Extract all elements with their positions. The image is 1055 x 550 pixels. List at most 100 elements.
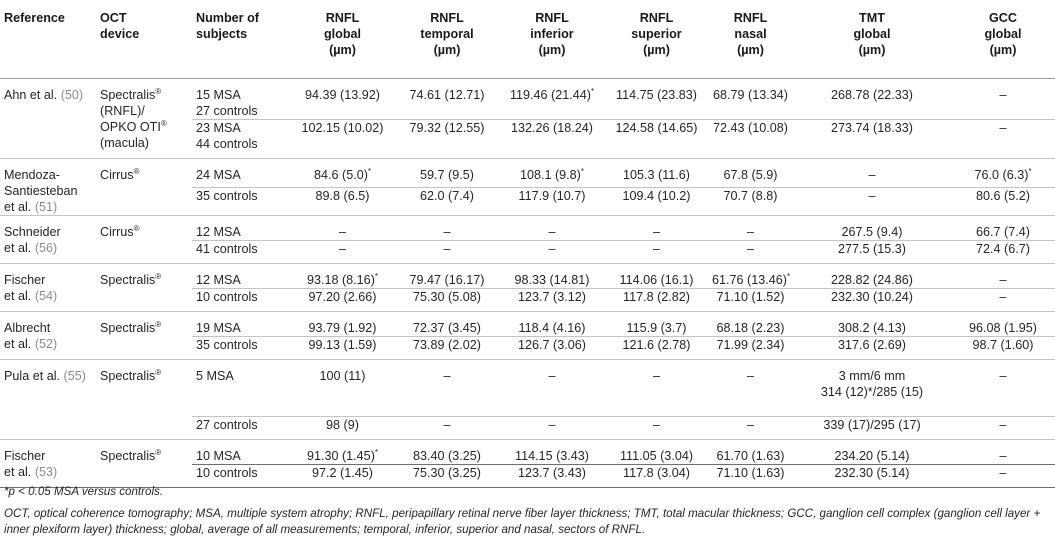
value-text: – (548, 224, 556, 239)
value-line: 102.15 (10.02) (294, 120, 391, 136)
value-text: – (443, 241, 451, 256)
value-text: 117.8 (3.04) (623, 465, 690, 480)
value-cell: 61.76 (13.46)* (708, 263, 793, 289)
table-group: Fischer et al. (54) Spectralis® 12 MSA 93.18… (0, 263, 1055, 312)
value-line: 339 (17)/295 (17) (797, 417, 947, 433)
value-cell: – (708, 215, 793, 241)
value-line: 268.78 (22.33) (797, 87, 947, 103)
device-line: Spectralis® (100, 448, 188, 464)
header-line: RNFL (733, 11, 768, 25)
reference-citation: (55) (63, 368, 86, 383)
value-line: – (955, 465, 1051, 481)
value-cell: 268.78 (22.33) (793, 78, 951, 120)
value-text: 84.6 (5.0) (313, 167, 368, 182)
value-line: 84.6 (5.0)* (294, 167, 391, 183)
table-row: 35 controls 99.13 (1.59) 73.89 (2.02) 126.7… (0, 336, 1055, 360)
subjects-cell: 41 controls (192, 240, 290, 264)
subjects-line: 10 controls (196, 289, 258, 304)
value-line: 3 mm/6 mm (797, 368, 947, 384)
reference-line: Albrecht (4, 320, 92, 336)
header-line: (µm) (858, 43, 886, 57)
value-cell: 75.30 (3.25) (395, 464, 499, 488)
reference-text: Pula et al. (4, 368, 64, 383)
header-line: global (853, 27, 891, 41)
value-text: 126.7 (3.06) (518, 337, 586, 352)
value-text: 71.99 (2.34) (716, 337, 785, 352)
value-cell: 232.30 (5.14) (793, 464, 951, 488)
value-text: 273.74 (18.33) (831, 120, 913, 135)
header-line: Reference (4, 11, 65, 25)
value-cell: 89.8 (6.5) (290, 187, 395, 216)
value-line: 98.33 (14.81) (503, 272, 601, 288)
value-text: 61.76 (13.46) (712, 272, 787, 287)
value-line: 114.75 (23.83) (609, 87, 704, 103)
table-row: 27 controls 98 (9) – – – – 339 (17)/295 (17) – (0, 416, 1055, 440)
value-cell: – (951, 439, 1055, 465)
column-header: RNFL nasal (µm) (708, 0, 793, 79)
value-cell: 68.79 (13.34) (708, 78, 793, 120)
value-line: 79.47 (16.17) (399, 272, 495, 288)
value-text: 97.20 (2.66) (308, 289, 377, 304)
value-line: 98.7 (1.60) (955, 337, 1051, 353)
value-line: 71.10 (1.63) (712, 465, 789, 481)
value-line: – (955, 289, 1051, 305)
value-line: 119.46 (21.44)* (503, 87, 601, 103)
value-text: – (746, 417, 754, 432)
value-line: 232.30 (5.14) (797, 465, 947, 481)
value-cell: 123.7 (3.43) (499, 464, 605, 488)
value-cell: 66.7 (7.4) (951, 215, 1055, 241)
header-line: OCT (100, 11, 127, 25)
value-text: 119.46 (21.44) (509, 87, 591, 102)
value-text: 117.9 (10.7) (518, 189, 586, 204)
subjects-cell: 15 MSA 27 controls (192, 78, 290, 120)
value-line: 114.15 (3.43) (503, 448, 601, 464)
value-line: – (955, 120, 1051, 136)
header-line: temporal (420, 27, 474, 41)
device-cell: Spectralis® (RNFL)/OPKO OTI® (macula) (96, 78, 192, 159)
value-line: 94.39 (13.92) (294, 87, 391, 103)
value-line: 66.7 (7.4) (955, 224, 1051, 240)
footnote-abbreviations: OCT, optical coherence tomography; MSA, … (4, 507, 1041, 536)
header-line: RNFL (639, 11, 674, 25)
value-line: 79.32 (12.55) (399, 120, 495, 136)
reference-citation: (52) (34, 336, 58, 351)
value-cell: – (605, 359, 708, 417)
value-cell: 102.15 (10.02) (290, 119, 395, 159)
value-cell: – (951, 119, 1055, 159)
column-header: RNFL inferior (µm) (499, 0, 605, 79)
header-line: inferior (530, 27, 574, 41)
value-line: 115.9 (3.7) (609, 320, 704, 336)
device-text: (macula) (100, 135, 149, 150)
value-line: 117.9 (10.7) (503, 188, 601, 204)
reference-citation: (54) (34, 288, 58, 303)
value-text: 68.79 (13.34) (713, 87, 788, 102)
value-text: 98.33 (14.81) (514, 272, 590, 287)
value-text: 115.9 (3.7) (626, 320, 687, 335)
header-line: (µm) (643, 43, 670, 57)
value-text: – (652, 417, 660, 432)
subjects-line: 10 MSA (196, 448, 241, 463)
value-line: 123.7 (3.43) (503, 465, 601, 481)
table-group: Pula et al. (55) Spectralis® 5 MSA 100 (11)… (0, 359, 1055, 440)
value-cell: 96.08 (1.95) (951, 311, 1055, 337)
value-text: 123.7 (3.12) (518, 289, 586, 304)
value-text: 114.75 (23.83) (616, 87, 697, 102)
value-line: – (294, 241, 391, 257)
value-line: 93.18 (8.16)* (294, 272, 391, 288)
header-line: TMT (859, 11, 885, 25)
value-cell: 118.4 (4.16) (499, 311, 605, 337)
table-row: Albrecht et al. (52) Spectralis® 19 MSA 93.7… (0, 311, 1055, 360)
value-text: 76.0 (6.3) (974, 167, 1029, 182)
value-line: 126.7 (3.06) (503, 337, 601, 353)
subjects-line: 5 MSA (196, 368, 234, 383)
value-text: 339 (17)/295 (17) (823, 417, 921, 432)
reference-citation: (53) (34, 464, 58, 479)
value-line: 72.4 (6.7) (955, 241, 1051, 257)
table-row: 23 MSA 44 controls 102.15 (10.02) 79.32 (12… (0, 119, 1055, 159)
value-text: 62.0 (7.4) (420, 189, 474, 204)
subjects-line: 19 MSA (196, 320, 241, 335)
reference-text: Albrecht (4, 320, 51, 335)
header-line: (µm) (329, 43, 356, 57)
table-row: 10 controls 97.2 (1.45) 75.30 (3.25) 123.7 … (0, 464, 1055, 488)
value-cell: 273.74 (18.33) (793, 119, 951, 159)
